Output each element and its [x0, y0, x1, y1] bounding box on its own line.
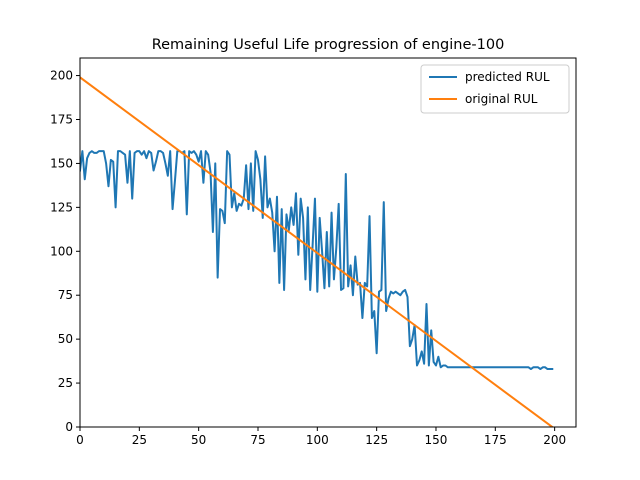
y-tick-label: 50 [58, 332, 73, 346]
legend: predicted RUL original RUL [420, 64, 570, 114]
x-tick-label: 150 [425, 433, 448, 447]
y-tick-label: 125 [50, 200, 73, 214]
y-tick-label: 200 [50, 69, 73, 83]
legend-label: predicted RUL [465, 70, 550, 84]
x-tick-label: 25 [132, 433, 147, 447]
y-tick-label: 25 [58, 376, 73, 390]
y-tick-label: 100 [50, 244, 73, 258]
x-tick-label: 175 [484, 433, 507, 447]
x-tick-label: 0 [76, 433, 84, 447]
plot-frame [79, 57, 577, 428]
series-line-original-rul [80, 76, 554, 427]
chart-title: Remaining Useful Life progression of eng… [152, 37, 505, 53]
axes: 0 25 50 75 100 125 150 175 200 0 25 50 75 100 125 150 17… [50, 57, 577, 447]
legend-label: original RUL [465, 92, 538, 106]
x-tick-label: 200 [543, 433, 566, 447]
y-tick-label: 175 [50, 113, 73, 127]
x-tick-label: 100 [306, 433, 329, 447]
y-tick-label: 0 [65, 420, 73, 434]
x-tick-label: 50 [191, 433, 206, 447]
y-tick-label: 75 [58, 288, 73, 302]
series-line-predicted-rul [80, 150, 554, 371]
legend-box [420, 64, 570, 114]
plot-area [80, 76, 554, 427]
x-tick-label: 125 [365, 433, 388, 447]
y-tick-label: 150 [50, 156, 73, 170]
x-tick-label: 75 [250, 433, 265, 447]
